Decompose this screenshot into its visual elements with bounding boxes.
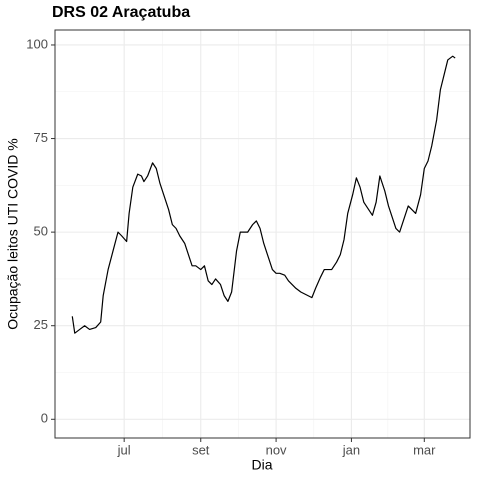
y-tick-label: 75 bbox=[34, 130, 48, 145]
y-tick-label: 100 bbox=[26, 36, 48, 51]
y-tick-label: 50 bbox=[34, 224, 48, 239]
x-tick-label: jan bbox=[342, 442, 360, 457]
x-tick-label: nov bbox=[266, 442, 287, 457]
chart-title: DRS 02 Araçatuba bbox=[52, 4, 190, 21]
y-tick-label: 0 bbox=[41, 411, 48, 426]
x-tick-label: mar bbox=[413, 442, 436, 457]
panel-border bbox=[54, 29, 471, 439]
line bbox=[71, 55, 456, 334]
y-axis-label: Ocupação leitos UTI COVID % bbox=[5, 138, 21, 329]
y-tick-label: 25 bbox=[34, 317, 48, 332]
x-tick-label: set bbox=[192, 442, 210, 457]
x-tick-label: jul bbox=[117, 442, 131, 457]
x-axis-label: Dia bbox=[251, 457, 272, 473]
